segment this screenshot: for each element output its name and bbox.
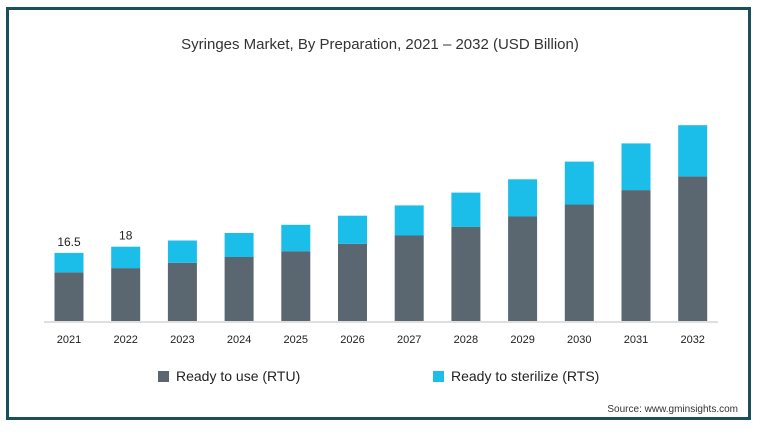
bar-rtu-2027 bbox=[394, 235, 424, 321]
x-tick-label: 2024 bbox=[227, 334, 251, 346]
bar-rts-2024 bbox=[224, 233, 254, 257]
bar-rts-2025 bbox=[281, 224, 311, 252]
legend-swatch-rts bbox=[433, 370, 444, 382]
source-note: Source: www.gminsights.com bbox=[607, 404, 738, 415]
bar-rts-2026 bbox=[338, 215, 367, 244]
bar-rtu-2025 bbox=[281, 251, 311, 321]
x-tick-label: 2021 bbox=[57, 334, 81, 346]
x-tick-label: 2026 bbox=[340, 334, 364, 346]
bar-rts-2030 bbox=[564, 161, 594, 205]
bar-rts-2023 bbox=[167, 240, 197, 263]
bar-rts-2028 bbox=[451, 192, 481, 227]
legend-label-rts: Ready to sterilize (RTS) bbox=[451, 368, 600, 384]
x-tick-label: 2022 bbox=[113, 334, 137, 346]
legend-label-rtu: Ready to use (RTU) bbox=[176, 368, 301, 384]
bar-rtu-2028 bbox=[451, 226, 481, 321]
x-tick-labels: 2021 2022 2023 2024 2025 2026 2027 2028 2029 2030… bbox=[57, 334, 705, 346]
x-tick-label: 2028 bbox=[454, 334, 478, 346]
bar-rtu-2023 bbox=[167, 262, 197, 321]
x-tick-label: 2025 bbox=[284, 334, 308, 346]
x-tick-label: 2027 bbox=[397, 334, 421, 346]
x-tick-label: 2029 bbox=[510, 334, 534, 346]
chart-title: Syringes Market, By Preparation, 2021 – … bbox=[181, 36, 579, 53]
legend: Ready to use (RTU) Ready to sterilize (R… bbox=[0, 368, 768, 388]
data-label-2022: 18 bbox=[119, 229, 133, 243]
x-tick-label: 2032 bbox=[680, 334, 704, 346]
data-labels: 16.5 18 bbox=[57, 229, 132, 249]
bar-rtu-2021 bbox=[54, 272, 84, 321]
bar-rts-2029 bbox=[508, 179, 538, 217]
bar-rtu-2024 bbox=[224, 257, 254, 321]
bars-group bbox=[54, 125, 708, 321]
bar-rtu-2031 bbox=[621, 190, 651, 321]
bar-rts-2027 bbox=[394, 205, 424, 236]
bar-rts-2022 bbox=[111, 246, 141, 269]
x-tick-label: 2023 bbox=[170, 334, 194, 346]
legend-item-rts: Ready to sterilize (RTS) bbox=[433, 368, 599, 384]
bar-rtu-2029 bbox=[508, 216, 538, 321]
x-tick-label: 2031 bbox=[624, 334, 648, 346]
legend-swatch-rtu bbox=[158, 370, 169, 382]
bar-rts-2021 bbox=[54, 252, 84, 273]
data-label-2021: 16.5 bbox=[57, 235, 81, 249]
x-tick-label: 2030 bbox=[567, 334, 591, 346]
bar-rts-2032 bbox=[678, 125, 708, 177]
bar-rtu-2030 bbox=[564, 204, 594, 321]
legend-item-rtu: Ready to use (RTU) bbox=[158, 368, 300, 384]
bar-rtu-2032 bbox=[678, 176, 708, 321]
bar-rtu-2026 bbox=[338, 243, 367, 321]
bar-rts-2031 bbox=[621, 143, 651, 191]
bar-rtu-2022 bbox=[111, 268, 141, 321]
